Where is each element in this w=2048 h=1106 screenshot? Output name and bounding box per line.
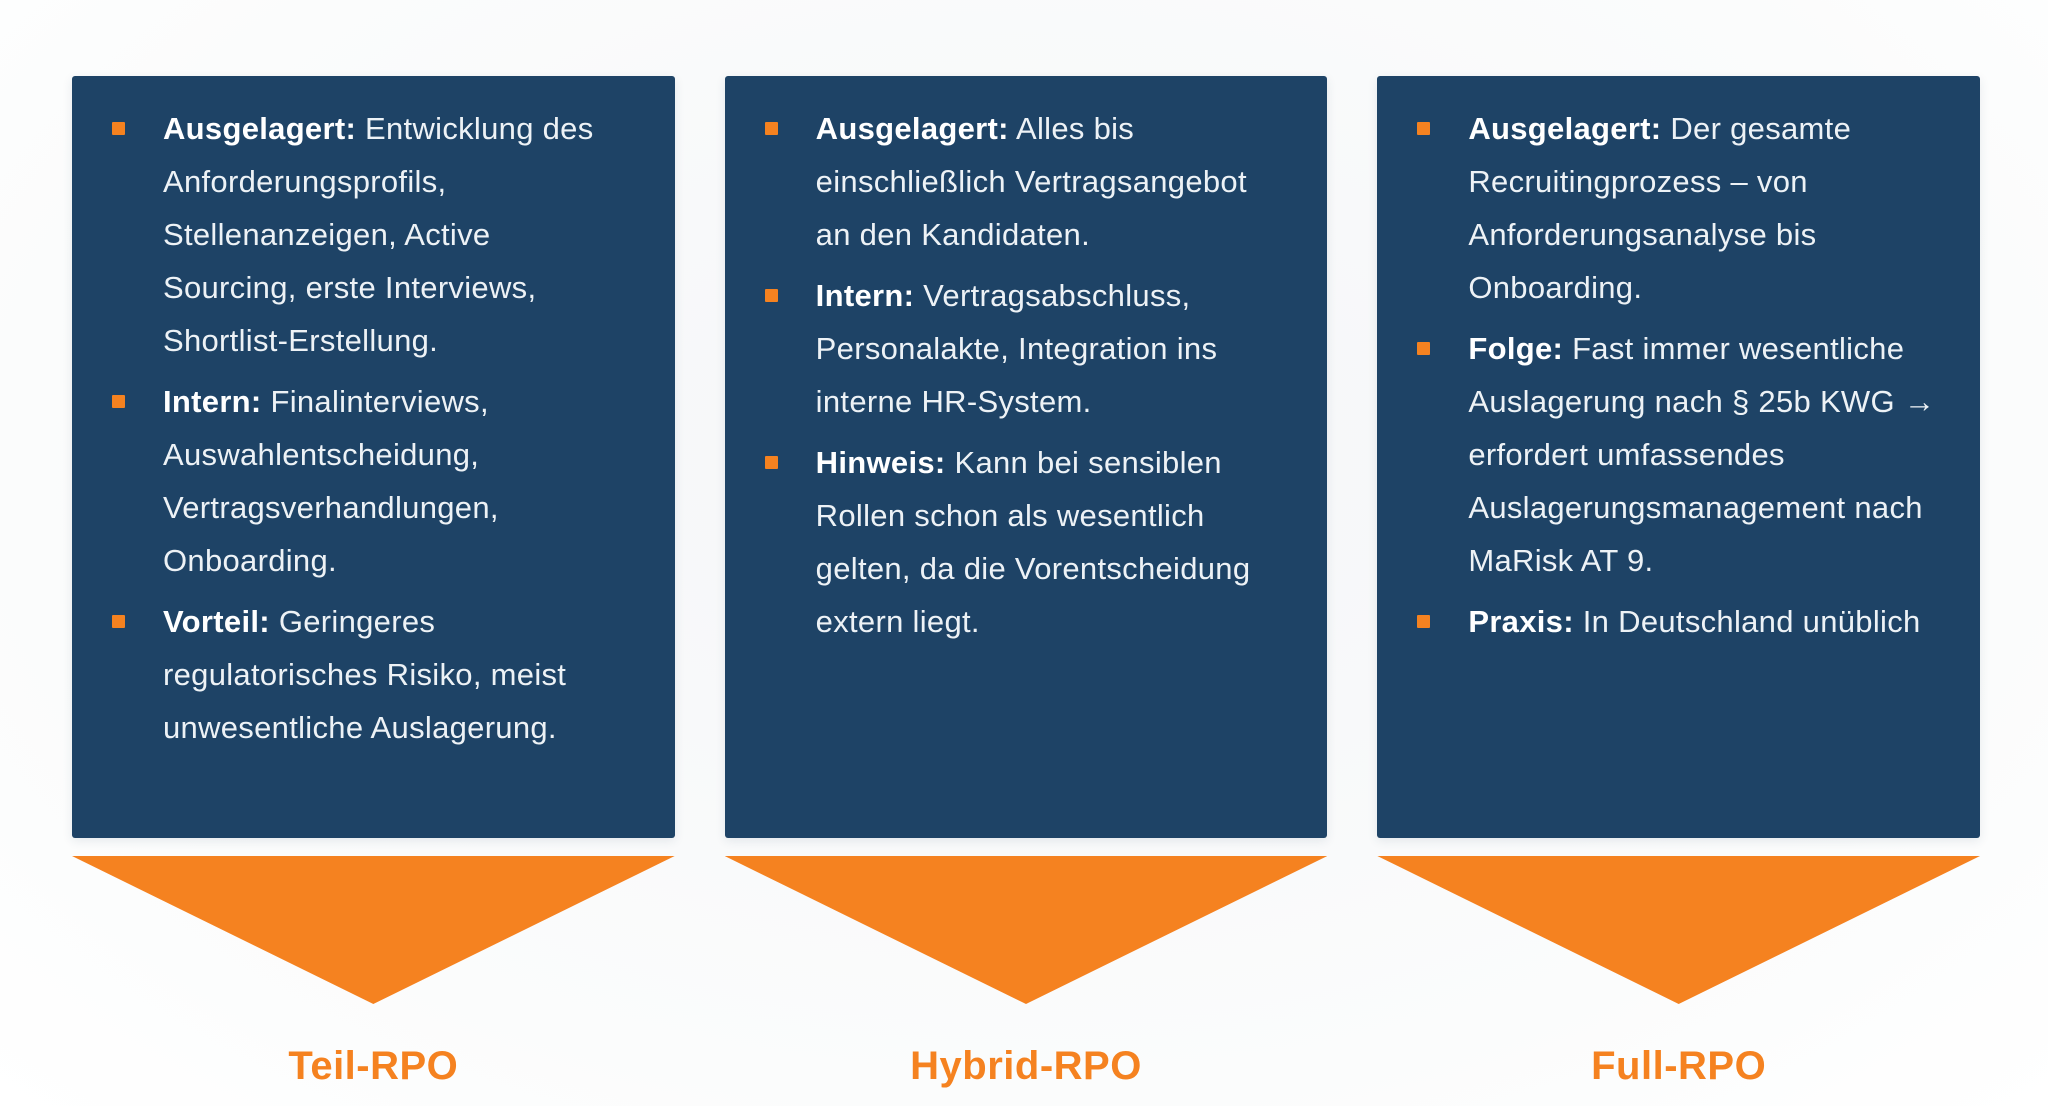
bullet-square-icon (1417, 342, 1431, 355)
bullet-square-icon (764, 456, 778, 469)
bullet-lead: Ausgelagert: (815, 111, 1009, 146)
bullet-text: Folge: Fast immer wesentliche Auslagerun… (1468, 322, 1936, 587)
label-full-rpo: Full-RPO (1591, 1044, 1767, 1088)
bullet-text: Praxis: In Deutschland unüblich (1468, 595, 1936, 648)
label-hybrid-rpo: Hybrid-RPO (910, 1044, 1142, 1088)
bullet-item: Ausgelagert: Der gesamte Recruitingproze… (1417, 102, 1936, 314)
bullet-item: Ausgelagert: Entwicklung des Anforderung… (112, 102, 631, 367)
bullet-lead: Hinweis: (815, 445, 946, 480)
bullet-lead: Praxis: (1468, 604, 1574, 639)
bullet-item: Intern: Vertragsabschluss, Personalakte,… (764, 269, 1284, 428)
card-hybrid-rpo: Ausgelagert: Alles bis einschließlich Ve… (724, 76, 1328, 838)
bullet-item: Folge: Fast immer wesentliche Auslagerun… (1417, 322, 1936, 587)
bullet-square-icon (1417, 122, 1431, 135)
card-teil-rpo: Ausgelagert: Entwicklung des Anforderung… (72, 76, 675, 838)
bullet-square-icon (112, 122, 125, 135)
bullet-item: Vorteil: Geringeres regulatorisches Risi… (112, 595, 631, 754)
bullet-lead: Intern: (815, 278, 915, 313)
bullet-body: Alles bis einschließlich Vertragsangebot… (815, 111, 1247, 252)
bullet-lead: Ausgelagert: (163, 111, 357, 146)
bullet-lead: Folge: (1468, 331, 1564, 366)
bullet-text: Ausgelagert: Alles bis einschließlich Ve… (816, 102, 1284, 261)
bullet-text: Ausgelagert: Entwicklung des Anforderung… (163, 102, 631, 367)
bullet-body: Entwicklung des Anforderungsprofils, Ste… (163, 111, 594, 358)
bullet-body: Fast immer wesentliche Auslagerung nach … (1468, 331, 1936, 578)
bullet-square-icon (1417, 615, 1431, 628)
bullet-body: In Deutschland unüblich (1582, 604, 1921, 639)
down-arrow-icon (72, 856, 675, 1004)
bullet-list: Ausgelagert: Entwicklung des Anforderung… (112, 102, 631, 754)
bullet-body: Der gesamte Recruitingprozess – von Anfo… (1468, 111, 1852, 305)
column-hybrid-rpo: Ausgelagert: Alles bis einschließlich Ve… (724, 76, 1328, 1088)
down-arrow-icon (1377, 856, 1981, 1004)
bullet-square-icon (112, 615, 125, 628)
bullet-text: Hinweis: Kann bei sensiblen Rollen schon… (816, 436, 1284, 648)
column-teil-rpo: Ausgelagert: Entwicklung des Anforderung… (72, 76, 675, 1088)
bullet-body: Geringeres regulatorisches Risiko, meist… (163, 604, 567, 745)
bullet-item: Intern: Finalinterviews, Auswahlentschei… (112, 375, 631, 587)
bullet-list: Ausgelagert: Alles bis einschließlich Ve… (764, 102, 1284, 648)
bullet-list: Ausgelagert: Der gesamte Recruitingproze… (1417, 102, 1936, 648)
bullet-lead: Ausgelagert: (1468, 111, 1662, 146)
bullet-text: Intern: Vertragsabschluss, Personalakte,… (816, 269, 1284, 428)
bullet-body: Vertragsabschluss, Personalakte, Integra… (815, 278, 1218, 419)
bullet-square-icon (764, 289, 778, 302)
bullet-square-icon (112, 395, 125, 408)
bullet-item: Ausgelagert: Alles bis einschließlich Ve… (764, 102, 1284, 261)
bullet-lead: Intern: (163, 384, 262, 419)
column-full-rpo: Ausgelagert: Der gesamte Recruitingproze… (1377, 76, 1981, 1088)
bullet-text: Vorteil: Geringeres regulatorisches Risi… (163, 595, 631, 754)
label-teil-rpo: Teil-RPO (288, 1044, 459, 1088)
bullet-body: Finalinterviews, Auswahlentscheidung, Ve… (163, 384, 499, 578)
bullet-body: Kann bei sensiblen Rollen schon als wese… (815, 445, 1251, 639)
down-arrow-icon (724, 856, 1328, 1004)
bullet-text: Intern: Finalinterviews, Auswahlentschei… (163, 375, 631, 587)
card-full-rpo: Ausgelagert: Der gesamte Recruitingproze… (1377, 76, 1981, 838)
bullet-item: Hinweis: Kann bei sensiblen Rollen schon… (764, 436, 1284, 648)
bullet-lead: Vorteil: (163, 604, 270, 639)
bullet-text: Ausgelagert: Der gesamte Recruitingproze… (1468, 102, 1936, 314)
bullet-square-icon (764, 122, 778, 135)
bullet-item: Praxis: In Deutschland unüblich (1417, 595, 1936, 648)
